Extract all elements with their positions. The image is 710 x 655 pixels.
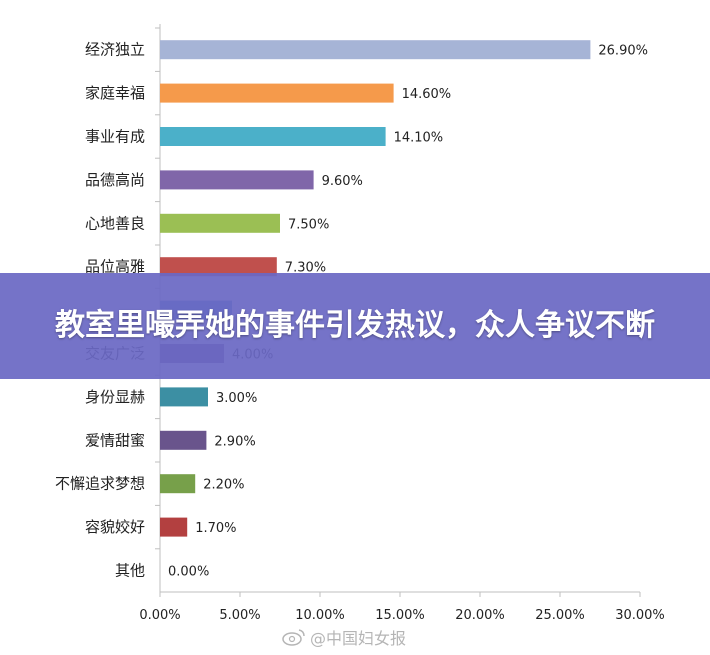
- x-tick-label: 5.00%: [219, 608, 260, 623]
- category-label: 品德高尚: [85, 171, 145, 189]
- x-tick-label: 10.00%: [295, 608, 345, 623]
- headline-banner: 教室里嘬弄她的事件引发热议，众人争议不断: [0, 273, 710, 379]
- watermark: @中国妇女报: [282, 625, 406, 649]
- category-label: 容貌姣好: [85, 518, 145, 536]
- category-label: 身份显赫: [85, 388, 145, 406]
- bar: [160, 257, 277, 277]
- value-label: 14.10%: [394, 131, 444, 146]
- value-label: 2.90%: [214, 434, 255, 449]
- x-tick-label: 20.00%: [455, 608, 505, 623]
- value-label: 1.70%: [195, 521, 236, 536]
- watermark-text: @中国妇女报: [310, 629, 407, 648]
- category-label: 心地善良: [85, 214, 145, 232]
- category-label: 其他: [115, 562, 145, 580]
- category-label: 爱情甜蜜: [85, 431, 145, 449]
- bar: [160, 474, 196, 494]
- bar: [160, 387, 208, 407]
- value-label: 26.90%: [598, 44, 648, 59]
- category-label: 不懈追求梦想: [55, 475, 145, 493]
- value-label: 2.20%: [203, 478, 244, 493]
- bar: [160, 127, 386, 146]
- headline-text: 教室里嘬弄她的事件引发热议，众人争议不断: [55, 308, 655, 343]
- value-label: 14.60%: [402, 87, 452, 102]
- bar: [160, 517, 188, 537]
- value-label: 0.00%: [168, 565, 209, 580]
- x-tick-label: 15.00%: [375, 608, 425, 623]
- weibo-icon: [282, 629, 305, 646]
- value-label: 9.60%: [322, 174, 363, 189]
- x-tick-label: 30.00%: [615, 608, 665, 623]
- value-label: 7.30%: [285, 261, 326, 276]
- bar: [160, 430, 207, 450]
- bar: [160, 170, 314, 190]
- category-label: 事业有成: [85, 128, 145, 146]
- bar: [160, 83, 394, 103]
- value-label: 7.50%: [288, 217, 329, 232]
- x-tick-label: 0.00%: [139, 608, 180, 623]
- bar: [160, 40, 591, 60]
- category-label: 品位高雅: [85, 258, 145, 276]
- category-label: 经济独立: [85, 41, 145, 59]
- value-label: 3.00%: [216, 391, 257, 406]
- bar: [160, 213, 280, 233]
- category-label: 家庭幸福: [85, 84, 145, 102]
- chart-axes: 0.00% 5.00% 10.00% 15.00% 20.00% 25.00% 30.00%: [139, 24, 665, 623]
- x-tick-label: 25.00%: [535, 608, 585, 623]
